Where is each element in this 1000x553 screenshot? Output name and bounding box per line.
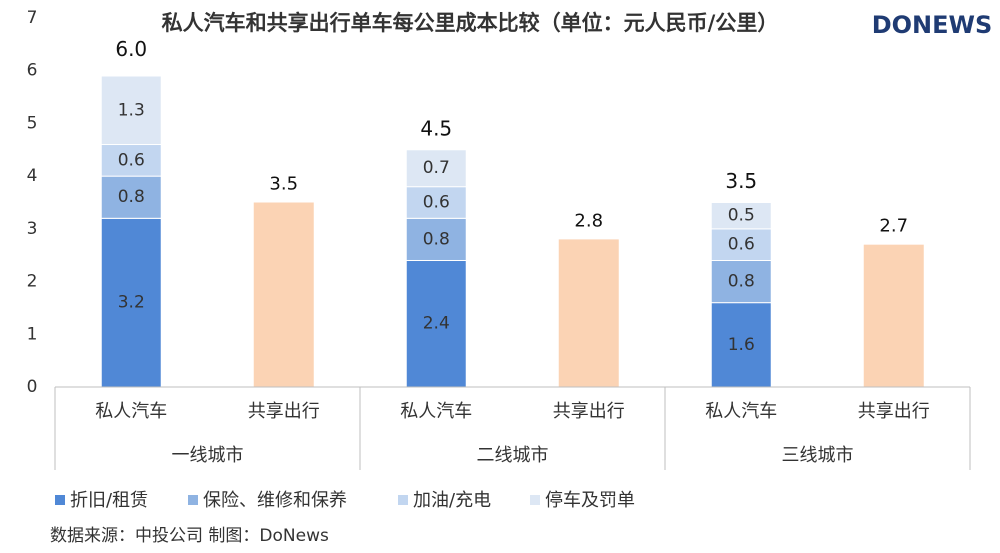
legend-swatch <box>530 495 540 505</box>
group-label: 一线城市 <box>172 445 244 466</box>
data-label: 2.7 <box>879 216 908 237</box>
data-label: 0.8 <box>118 187 145 207</box>
y-tick-label: 3 <box>27 219 38 239</box>
total-label: 6.0 <box>115 37 147 61</box>
bar-segment <box>710 228 772 261</box>
data-label: 3.5 <box>269 174 298 195</box>
data-label: 3.2 <box>118 293 145 313</box>
data-label: 0.7 <box>423 158 450 178</box>
y-tick-label: 2 <box>27 272 38 292</box>
legend-swatch <box>55 495 65 505</box>
bar <box>253 202 314 387</box>
data-label: 0.6 <box>423 193 450 213</box>
total-label: 3.5 <box>725 169 757 193</box>
data-label: 0.8 <box>728 272 755 292</box>
x-tick-label: 私人汽车 <box>400 401 472 422</box>
bar-segment <box>710 259 772 304</box>
bar-segment <box>405 149 467 188</box>
bar-segment <box>405 217 467 261</box>
group-label: 三线城市 <box>782 445 854 466</box>
data-label: 0.8 <box>423 229 450 249</box>
bar-segment <box>100 75 162 146</box>
x-tick-label: 共享出行 <box>553 401 625 422</box>
y-tick-label: 5 <box>27 113 38 133</box>
data-label: 0.5 <box>728 206 755 226</box>
data-label: 0.6 <box>118 150 145 170</box>
bar-segment <box>100 175 162 219</box>
x-tick-label: 私人汽车 <box>95 401 167 422</box>
legend-label: 停车及罚单 <box>545 490 635 511</box>
legend-label: 折旧/租赁 <box>70 490 148 511</box>
data-label: 2.8 <box>574 210 603 231</box>
legend-swatch <box>188 495 198 505</box>
legend-label: 保险、维修和保养 <box>203 490 347 511</box>
bar-segment <box>100 217 162 388</box>
bar-segment <box>405 186 467 219</box>
data-label: 2.4 <box>423 314 450 334</box>
y-tick-label: 4 <box>27 166 38 186</box>
bar <box>558 239 619 387</box>
bar <box>863 244 924 387</box>
x-tick-label: 共享出行 <box>858 401 930 422</box>
bar-segment <box>405 259 467 388</box>
bar-segment <box>710 202 772 230</box>
data-label: 0.6 <box>728 235 755 255</box>
logo: DONEWS <box>872 11 993 39</box>
x-tick-label: 私人汽车 <box>705 401 777 422</box>
group-label: 二线城市 <box>477 445 549 466</box>
chart-title: 私人汽车和共享出行单车每公里成本比较（单位：元人民币/公里） <box>162 11 779 35</box>
x-tick-label: 共享出行 <box>248 401 320 422</box>
data-label: 1.3 <box>118 100 145 120</box>
y-tick-label: 6 <box>27 61 38 81</box>
data-label: 1.6 <box>728 335 755 355</box>
source: 数据来源：中投公司 制图：DoNews <box>50 526 329 546</box>
y-tick-label: 7 <box>27 8 38 28</box>
y-tick-label: 0 <box>27 377 38 397</box>
legend-label: 加油/充电 <box>413 490 491 511</box>
legend-swatch <box>398 495 408 505</box>
total-label: 4.5 <box>420 116 452 140</box>
y-tick-label: 1 <box>27 324 38 344</box>
